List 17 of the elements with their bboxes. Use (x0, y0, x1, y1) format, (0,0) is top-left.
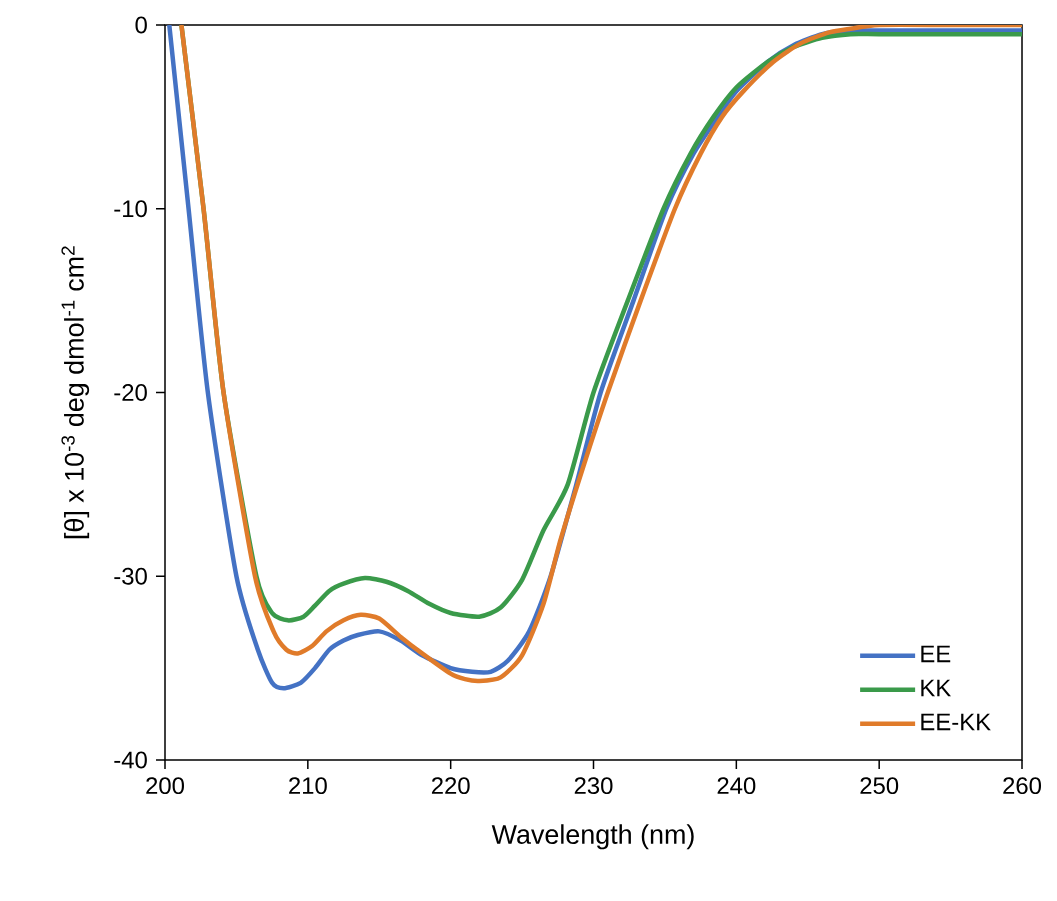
y-axis-title: [θ] x 10$^{-3}$ deg dmol$^{-1}$ cm$^{2}$ (61, 246, 90, 539)
x-tick-label: 260 (1003, 777, 1042, 795)
y-tick-label: -10 (114, 200, 147, 218)
legend-label: EE (921, 645, 951, 663)
x-axis-title: Wavelength (nm) (491, 824, 694, 850)
y-tick-label: -40 (114, 751, 147, 769)
x-tick-label: 210 (289, 777, 327, 795)
legend-label: KK (921, 679, 951, 697)
x-tick-label: 220 (431, 777, 470, 795)
x-tick-label: 250 (860, 777, 899, 795)
legend-label: EE-KK (921, 713, 991, 731)
x-tick-label: 240 (717, 777, 756, 795)
x-tick-label: 230 (574, 777, 613, 795)
y-tick-label: 0 (135, 16, 147, 34)
x-tick-label: 200 (146, 777, 184, 795)
y-tick-label: -30 (114, 567, 147, 585)
y-tick-label: -20 (114, 384, 147, 401)
